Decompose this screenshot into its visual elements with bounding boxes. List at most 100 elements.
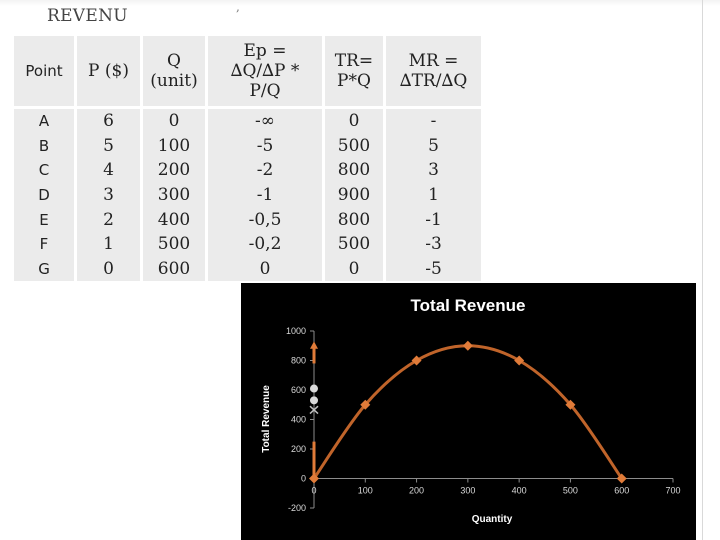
x-tick-label: 700 xyxy=(665,486,680,496)
slide-title: REVENU xyxy=(47,6,128,26)
cell-price: 2 xyxy=(77,207,143,232)
cell-marginal-revenue: -1 xyxy=(386,207,481,232)
table-row: D 3 300 -1 900 1 xyxy=(14,182,481,208)
column-header-price: P ($) xyxy=(77,36,143,109)
x-tick-label: 500 xyxy=(563,486,578,496)
slide-right-border xyxy=(702,0,703,540)
y-tick-label: -200 xyxy=(288,503,306,513)
cell-quantity: 600 xyxy=(143,256,208,282)
data-point xyxy=(616,473,627,484)
data-point xyxy=(565,399,576,410)
cell-marginal-revenue: -5 xyxy=(386,256,481,282)
column-header-marginal-revenue: MR = ∆TR/∆Q xyxy=(386,36,481,109)
cell-elasticity: -0,2 xyxy=(208,231,325,257)
cell-elasticity: 0 xyxy=(208,256,325,282)
y-tick-label: 800 xyxy=(291,356,306,366)
cell-elasticity: -∞ xyxy=(208,109,325,134)
table-row: G 0 600 0 0 -5 xyxy=(14,256,481,282)
column-header-line: TR= xyxy=(334,51,374,71)
total-revenue-chart: Total Revenue -200 0 200 400 600 800 1000 0 100 20… xyxy=(241,283,696,540)
data-point xyxy=(360,399,371,410)
cell-elasticity: -5 xyxy=(208,133,325,159)
cell-point: E xyxy=(14,207,77,232)
column-header-line: P ($) xyxy=(88,61,129,81)
cell-elasticity: -0,5 xyxy=(208,207,325,232)
axis-marker-circle xyxy=(310,396,318,405)
column-header-line: P*Q xyxy=(337,71,371,91)
cell-total-revenue: 0 xyxy=(325,109,386,134)
column-header-line: (unit) xyxy=(150,71,198,91)
column-header-line: Q xyxy=(167,51,181,71)
cell-price: 6 xyxy=(77,109,143,134)
cell-point: A xyxy=(14,109,77,134)
table-row: A 6 0 -∞ 0- xyxy=(14,109,481,134)
cell-point: D xyxy=(14,182,77,208)
column-header-point: Point xyxy=(14,36,77,109)
data-point xyxy=(309,473,319,484)
cell-marginal-revenue: 3 xyxy=(386,158,481,183)
column-header-line: ∆TR/∆Q xyxy=(399,71,468,91)
column-header-line: P/Q xyxy=(249,81,281,101)
cell-price: 5 xyxy=(77,133,143,159)
cell-point: C xyxy=(14,158,77,183)
x-tick-label: 400 xyxy=(512,486,527,496)
cell-marginal-revenue: 1 xyxy=(386,182,481,208)
table-header-row: Point P ($) Q (unit) Ep = ∆Q/∆P * P/Q TR= P*Q MR … xyxy=(14,36,481,109)
chart-title: Total Revenue xyxy=(411,296,526,315)
cell-total-revenue: 500 xyxy=(325,231,386,257)
cell-total-revenue: 900 xyxy=(325,182,386,208)
cell-elasticity: -1 xyxy=(208,182,325,208)
cell-point: F xyxy=(14,231,77,257)
revenue-table: Point P ($) Q (unit) Ep = ∆Q/∆P * P/Q TR= P*Q MR … xyxy=(14,36,481,282)
x-tick-label: 100 xyxy=(358,486,373,496)
cell-point: G xyxy=(14,256,77,282)
cell-marginal-revenue: -3 xyxy=(386,231,481,257)
x-axis-label: Quantity xyxy=(472,514,513,525)
cell-quantity: 0 xyxy=(143,109,208,134)
cell-price: 4 xyxy=(77,158,143,183)
table-row: F 1 500 -0,2 500 -3 xyxy=(14,231,481,257)
data-point xyxy=(411,355,422,366)
cell-price: 3 xyxy=(77,182,143,208)
cell-quantity: 400 xyxy=(143,207,208,232)
slide-top-edge xyxy=(0,0,720,6)
table-row: E 2 400 -0,5 800 -1 xyxy=(14,207,481,232)
y-tick-label: 0 xyxy=(301,474,306,484)
cell-total-revenue: 500 xyxy=(325,133,386,159)
column-header-elasticity: Ep = ∆Q/∆P * P/Q xyxy=(208,36,325,109)
cell-total-revenue: 0 xyxy=(325,256,386,282)
cell-total-revenue: 800 xyxy=(325,158,386,183)
x-tick-label: 600 xyxy=(614,486,629,496)
column-header-quantity: Q (unit) xyxy=(143,36,208,109)
cell-quantity: 100 xyxy=(143,133,208,159)
x-tick-label: 200 xyxy=(409,486,424,496)
cell-quantity: 300 xyxy=(143,182,208,208)
table-row: C 4 200 -2 800 3 xyxy=(14,158,481,183)
data-point xyxy=(462,340,473,351)
table-body: A 6 0 -∞ 0- B 5 100 -5 500 5 C 4 200 -2 800 3 D 3 300 -1 900 1… xyxy=(14,109,481,282)
table-row: B 5 100 -5 500 5 xyxy=(14,133,481,159)
column-header-line: MR = xyxy=(408,51,459,71)
cell-elasticity: -2 xyxy=(208,158,325,183)
column-header-total-revenue: TR= P*Q xyxy=(325,36,386,109)
series-line xyxy=(312,344,623,480)
axis-marker-circle xyxy=(310,384,318,393)
cell-point: B xyxy=(14,133,77,159)
cell-marginal-revenue: 5 xyxy=(386,133,481,159)
cell-quantity: 200 xyxy=(143,158,208,183)
y-axis-label: Total Revenue xyxy=(261,385,272,453)
y-tick-label: 600 xyxy=(291,385,306,395)
axis-marker-triangle xyxy=(310,341,318,349)
axis-marker-cross xyxy=(309,405,319,415)
cell-price: 1 xyxy=(77,231,143,257)
cell-quantity: 500 xyxy=(143,231,208,257)
slide-title-mark: , xyxy=(236,0,240,14)
y-tick-label: 1000 xyxy=(286,326,306,336)
column-header-line: Ep = xyxy=(243,41,287,61)
y-tick-label: 200 xyxy=(291,444,306,454)
cell-total-revenue: 800 xyxy=(325,207,386,232)
data-point xyxy=(514,355,525,366)
cell-marginal-revenue: - xyxy=(386,109,481,134)
x-tick-label: 300 xyxy=(460,486,475,496)
column-header-line: Point xyxy=(25,62,63,80)
